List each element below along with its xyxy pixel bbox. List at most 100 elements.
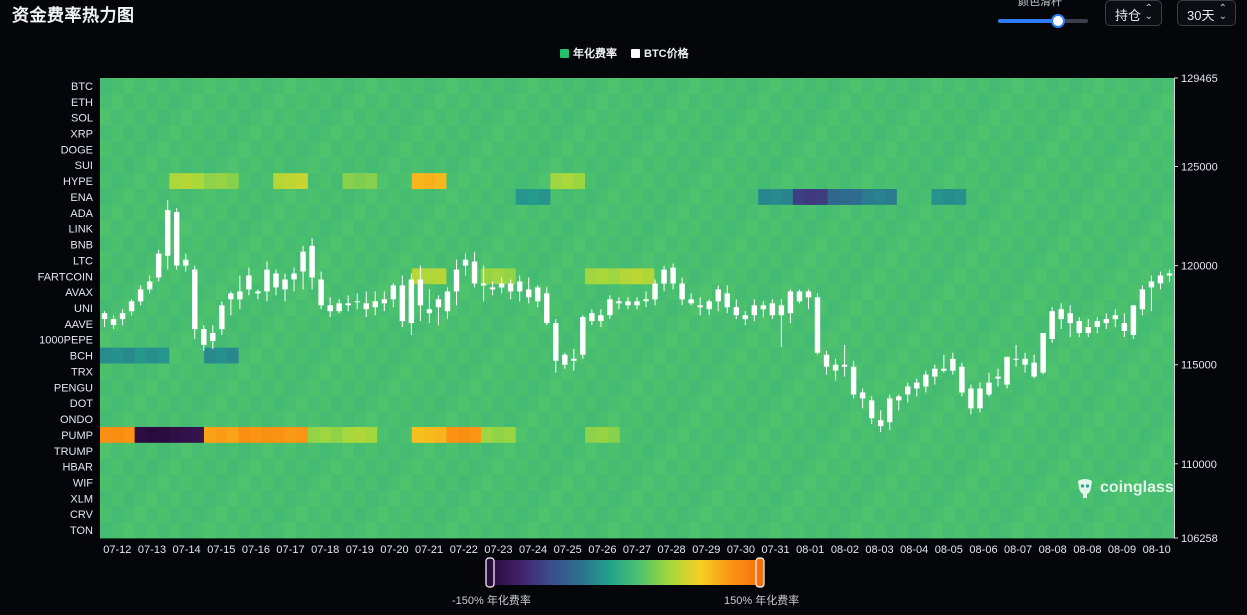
heatmap-cell [642, 347, 655, 364]
heatmap-cell [688, 268, 701, 285]
heatmap-cell [746, 363, 759, 380]
heatmap-cell [954, 331, 967, 349]
heatmap-cell [550, 458, 563, 475]
heatmap-cell [862, 236, 875, 253]
heatmap-cell [1139, 284, 1152, 301]
heatmap-cell [469, 220, 482, 238]
heatmap-cell [1000, 442, 1013, 460]
position-select[interactable]: 持仓 ⌃ ⌄ [1105, 0, 1162, 26]
heatmap-cell [192, 411, 205, 428]
heatmap-cell [446, 474, 459, 491]
heatmap-cell [284, 474, 297, 491]
heatmap-cell [111, 363, 124, 380]
heatmap-cell [515, 125, 528, 142]
heatmap-cell [977, 347, 990, 364]
heatmap-cell [330, 173, 343, 190]
heatmap-cell [377, 411, 390, 428]
heatmap-cell [573, 506, 586, 523]
heatmap-cell [746, 522, 759, 539]
heatmap-cell [954, 252, 967, 269]
btc-candle [625, 301, 631, 306]
period-select[interactable]: 30天 ⌃ ⌄ [1177, 0, 1236, 26]
heatmap-cell [989, 363, 1002, 380]
heatmap-cell [527, 490, 540, 507]
heatmap-cell [919, 268, 932, 285]
heatmap-cell [400, 284, 413, 301]
color-slider-track[interactable] [998, 19, 1088, 23]
heatmap-cell [931, 347, 944, 364]
heatmap-cell [1070, 252, 1083, 269]
heatmap-cell [446, 236, 459, 253]
heatmap-cell [827, 141, 840, 158]
color-scale-max-handle [755, 557, 765, 588]
heatmap-cell [677, 363, 690, 380]
heatmap-cell [203, 490, 216, 507]
heatmap-cell [873, 157, 886, 174]
heatmap-cell [273, 379, 286, 396]
btc-candle [697, 305, 703, 308]
heatmap-cell [481, 347, 494, 364]
heatmap-cell [769, 204, 782, 222]
heatmap-cell [827, 93, 840, 111]
heatmap-cell [296, 379, 309, 396]
heatmap-cell [792, 442, 805, 460]
heatmap-cell [1046, 522, 1059, 539]
btc-candle [363, 303, 369, 310]
heatmap-cell [758, 252, 771, 269]
heatmap-cell [411, 204, 424, 222]
heatmap-cell [839, 458, 852, 475]
heatmap-cell [931, 109, 944, 126]
heatmap-cell [434, 78, 447, 95]
heatmap-cell [411, 395, 424, 412]
heatmap-cell [746, 93, 759, 111]
heatmap-cell [146, 125, 159, 142]
heatmap-cell [354, 379, 367, 396]
price-tick-label: 115000 [1181, 360, 1217, 372]
btc-candle [877, 420, 884, 427]
heatmap-cell [134, 490, 147, 507]
heatmap-cell [642, 220, 655, 238]
heatmap-cell [746, 442, 759, 460]
color-slider[interactable]: 颜色滑杆 [996, 0, 1090, 30]
heatmap-cell [146, 474, 159, 491]
heatmap-cell [192, 93, 205, 111]
legend-item-funding-rate[interactable]: 年化费率 [560, 45, 617, 61]
heatmap-cell [862, 220, 875, 238]
heatmap-cell [1070, 522, 1083, 539]
heatmap-cell [723, 157, 736, 174]
heatmap-cell [827, 315, 840, 333]
heatmap-cell [608, 315, 621, 333]
heatmap-cell [504, 379, 517, 396]
heatmap-cell [377, 157, 390, 174]
heatmap-cell [712, 315, 725, 333]
heatmap-cell [423, 411, 436, 428]
heatmap-cell [434, 426, 447, 444]
x-tick-label: 08-07 [1004, 544, 1032, 556]
heatmap-cell [215, 506, 228, 523]
heatmap-cell [481, 442, 494, 460]
legend-item-btc-price[interactable]: BTC价格 [631, 45, 689, 61]
heatmap-cell [481, 157, 494, 174]
heatmap-cell [654, 78, 667, 95]
heatmap-cell [1150, 331, 1163, 349]
heatmap-cell [180, 268, 193, 285]
heatmap-cell [919, 284, 932, 301]
heatmap-cell [862, 411, 875, 428]
heatmap-cell [538, 379, 551, 396]
btc-candle [733, 307, 739, 316]
heatmap-cell [619, 490, 632, 507]
color-slider-handle[interactable] [1051, 14, 1066, 28]
heatmap-cell [111, 252, 124, 269]
heatmap-cell [943, 204, 955, 222]
heatmap-cell [781, 379, 794, 396]
heatmap-cell [1035, 474, 1048, 491]
heatmap-cell [192, 490, 205, 507]
heatmap-cell [688, 157, 701, 174]
heatmap-cell [573, 379, 586, 396]
heatmap-cell [1012, 204, 1025, 222]
heatmap-cell [215, 522, 228, 539]
heatmap-cell [1070, 395, 1083, 412]
heatmap-cell [619, 458, 632, 475]
heatmap-cell [619, 315, 632, 333]
legend-label: BTC价格 [644, 48, 689, 60]
